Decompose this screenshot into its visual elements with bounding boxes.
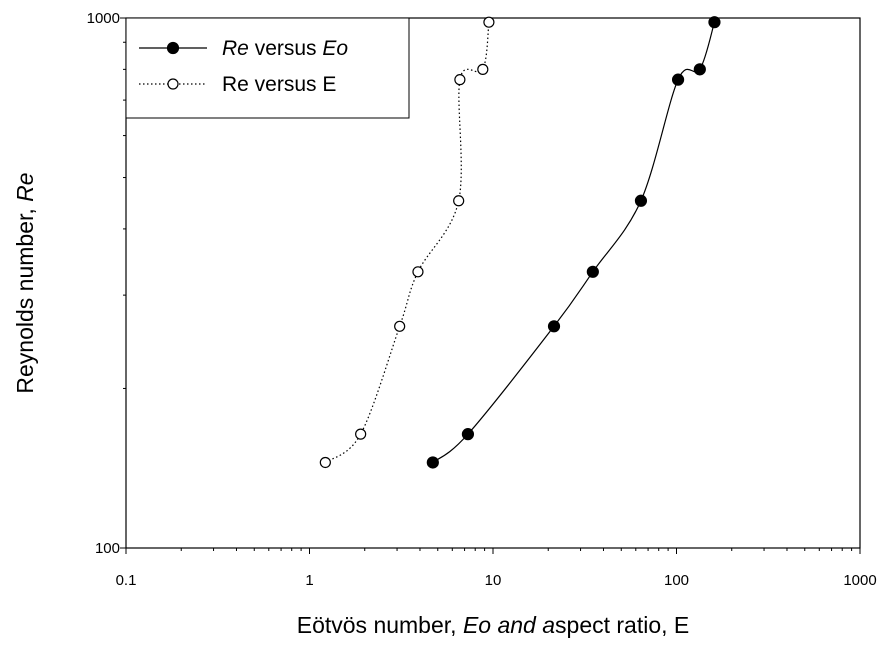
x-tick-label: 10 — [485, 572, 502, 589]
data-point-re-versus-e — [477, 63, 489, 75]
legend-marker-re-versus-e — [167, 78, 179, 90]
x-axis-title: Eötvös number, Eo and aspect ratio, E — [297, 612, 690, 638]
legend-marker-re-versus-eo — [166, 41, 180, 55]
x-axis: 0.1 1 10 100 1000 — [116, 548, 877, 589]
data-point-re-versus-e — [454, 74, 466, 86]
x-axis-title-part-1: Eo and a — [463, 612, 555, 638]
series-line-re-versus-eo — [432, 22, 716, 463]
data-point-re-versus-e — [483, 16, 495, 28]
data-point-re-versus-e — [412, 266, 424, 278]
data-point-re-versus-eo — [708, 16, 721, 29]
data-point-re-versus-eo — [426, 456, 439, 469]
x-axis-title-part-0: Eötvös number, — [297, 612, 463, 638]
data-point-re-versus-e — [319, 456, 331, 469]
data-point-re-versus-eo — [461, 428, 475, 441]
y-tick-label: 100 — [95, 540, 120, 557]
legend-label-re-versus-e-part-0: Re versus E — [222, 73, 336, 96]
y-axis-title-part-1: Re — [12, 172, 38, 201]
legend-label-re-versus-eo: Re versus Eo — [222, 37, 348, 60]
legend-label-re-versus-e: Re versus E — [222, 73, 336, 96]
x-tick-label: 1000 — [843, 572, 876, 589]
x-tick-label: 100 — [664, 572, 689, 589]
data-point-re-versus-eo — [586, 265, 599, 278]
data-point-re-versus-e — [355, 428, 367, 440]
x-tick-label: 0.1 — [116, 572, 137, 589]
series-re-versus-e — [319, 16, 495, 469]
data-point-re-versus-e — [394, 320, 406, 332]
data-point-re-versus-e — [453, 195, 465, 207]
data-point-re-versus-eo — [693, 63, 706, 76]
data-point-re-versus-eo — [547, 320, 561, 333]
x-tick-label: 1 — [305, 572, 313, 589]
plot-series — [319, 16, 721, 469]
y-tick-label: 1000 — [87, 10, 120, 27]
legend-box — [125, 17, 410, 119]
data-point-re-versus-eo — [634, 194, 648, 207]
y-axis: 100 1000 — [87, 10, 126, 557]
legend-label-re-versus-eo-part-1: versus — [249, 37, 323, 60]
legend-label-re-versus-eo-part-0: Re — [222, 37, 249, 60]
series-line-re-versus-e — [324, 22, 490, 463]
x-axis-title-part-2: spect ratio, E — [555, 612, 689, 638]
legend: Re versus Eo Re versus E — [125, 17, 410, 119]
y-axis-title-part-0: Reynolds number, — [12, 202, 38, 394]
legend-label-re-versus-eo-part-2: Eo — [322, 37, 348, 60]
data-point-re-versus-eo — [671, 73, 685, 86]
y-axis-title: Reynolds number, Re — [12, 172, 38, 393]
series-re-versus-eo — [426, 16, 721, 469]
